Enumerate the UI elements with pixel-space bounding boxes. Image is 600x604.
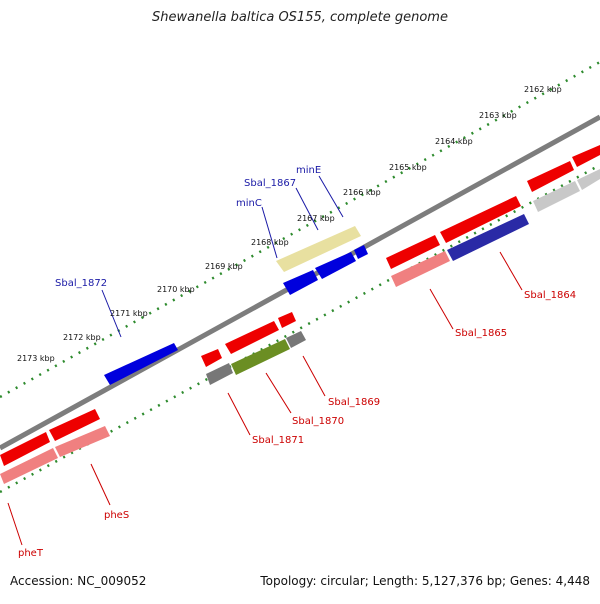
- gene-feature-mine[interactable]: [354, 245, 368, 259]
- accession-text: Accession: NC_009052: [10, 574, 147, 588]
- page-title: Shewanella baltica OS155, complete genom…: [152, 10, 448, 25]
- gene-label-minc[interactable]: minC: [236, 198, 262, 209]
- gene-feature-sbal-1867[interactable]: [315, 252, 356, 279]
- leader-sbal-1864: [499, 251, 523, 291]
- gene-feature-phes[interactable]: [49, 409, 100, 441]
- leader-phet: [7, 502, 23, 546]
- tick-label: 2173 kbp: [17, 354, 55, 363]
- gene-feature-phet-rna[interactable]: [0, 448, 58, 484]
- leader-minc: [261, 206, 278, 259]
- gene-feature-sbal-1871[interactable]: [206, 363, 233, 385]
- genome-summary-text: Topology: circular; Length: 5,127,376 bp…: [260, 574, 590, 588]
- tick-label: 2162 kbp: [524, 85, 562, 94]
- gene-feature-red-right-2[interactable]: [572, 145, 600, 167]
- leader-sbal-1865: [429, 288, 454, 330]
- gene-label-phes[interactable]: pheS: [104, 510, 129, 521]
- gene-feature-red-long[interactable]: [440, 196, 521, 243]
- gene-feature-sbal-1870-top[interactable]: [225, 321, 279, 354]
- gene-feature-sbal-1865[interactable]: [391, 251, 450, 287]
- gene-label-sbal-1865[interactable]: Sbal_1865: [455, 328, 507, 339]
- gene-label-sbal-1871[interactable]: Sbal_1871: [252, 435, 304, 446]
- leader-mine: [318, 175, 344, 218]
- gene-feature-red-right-1[interactable]: [527, 161, 574, 192]
- tick-label: 2163 kbp: [479, 111, 517, 120]
- tick-label: 2168 kbp: [251, 238, 289, 247]
- gene-label-sbal-1870[interactable]: Sbal_1870: [292, 416, 344, 427]
- tick-label: 2166 kbp: [343, 188, 381, 197]
- gene-label-phet[interactable]: pheT: [18, 548, 44, 559]
- gene-label-sbal-1869[interactable]: Sbal_1869: [328, 397, 380, 408]
- gene-label-sbal-1867[interactable]: Sbal_1867: [244, 178, 296, 189]
- gene-feature-minc[interactable]: [283, 270, 318, 295]
- tick-label: 2170 kbp: [157, 285, 195, 294]
- gene-feature-sbal-1872[interactable]: [104, 343, 178, 385]
- gene-feature-mincds[interactable]: [276, 226, 361, 272]
- gene-feature-phes-rna[interactable]: [55, 426, 110, 457]
- outer-tick-track: [0, 60, 600, 399]
- leader-sbal-1871: [227, 392, 251, 436]
- tick-label: 2167 kbp: [297, 214, 335, 223]
- tick-label: 2169 kbp: [205, 262, 243, 271]
- tick-label: 2172 kbp: [63, 333, 101, 342]
- gene-feature-sbal-1865-top[interactable]: [386, 235, 440, 269]
- leader-phes: [90, 463, 111, 506]
- gene-feature-phet[interactable]: [0, 432, 50, 466]
- gene-label-mine[interactable]: minE: [296, 165, 321, 176]
- leader-sbal-1869: [302, 355, 326, 397]
- gene-feature-sbal-1869[interactable]: [286, 331, 306, 348]
- gene-label-sbal-1872[interactable]: Sbal_1872: [55, 278, 107, 289]
- tick-label: 2164 kbp: [435, 137, 473, 146]
- gene-feature-gray-right-2[interactable]: [577, 169, 600, 190]
- leader-sbal-1867: [295, 187, 319, 231]
- gene-feature-sbal-1870[interactable]: [231, 339, 290, 375]
- gene-feature-small-red-1[interactable]: [201, 349, 222, 367]
- gene-label-sbal-1864[interactable]: Sbal_1864: [524, 290, 576, 301]
- tick-label: 2165 kbp: [389, 163, 427, 172]
- leader-sbal-1872: [101, 289, 122, 338]
- tick-label: 2171 kbp: [110, 309, 148, 318]
- gene-feature-small-red-2[interactable]: [278, 312, 296, 328]
- gene-feature-sbal-1864[interactable]: [447, 214, 529, 261]
- gene-feature-gray-right-1[interactable]: [533, 181, 580, 212]
- leader-sbal-1870: [265, 372, 292, 414]
